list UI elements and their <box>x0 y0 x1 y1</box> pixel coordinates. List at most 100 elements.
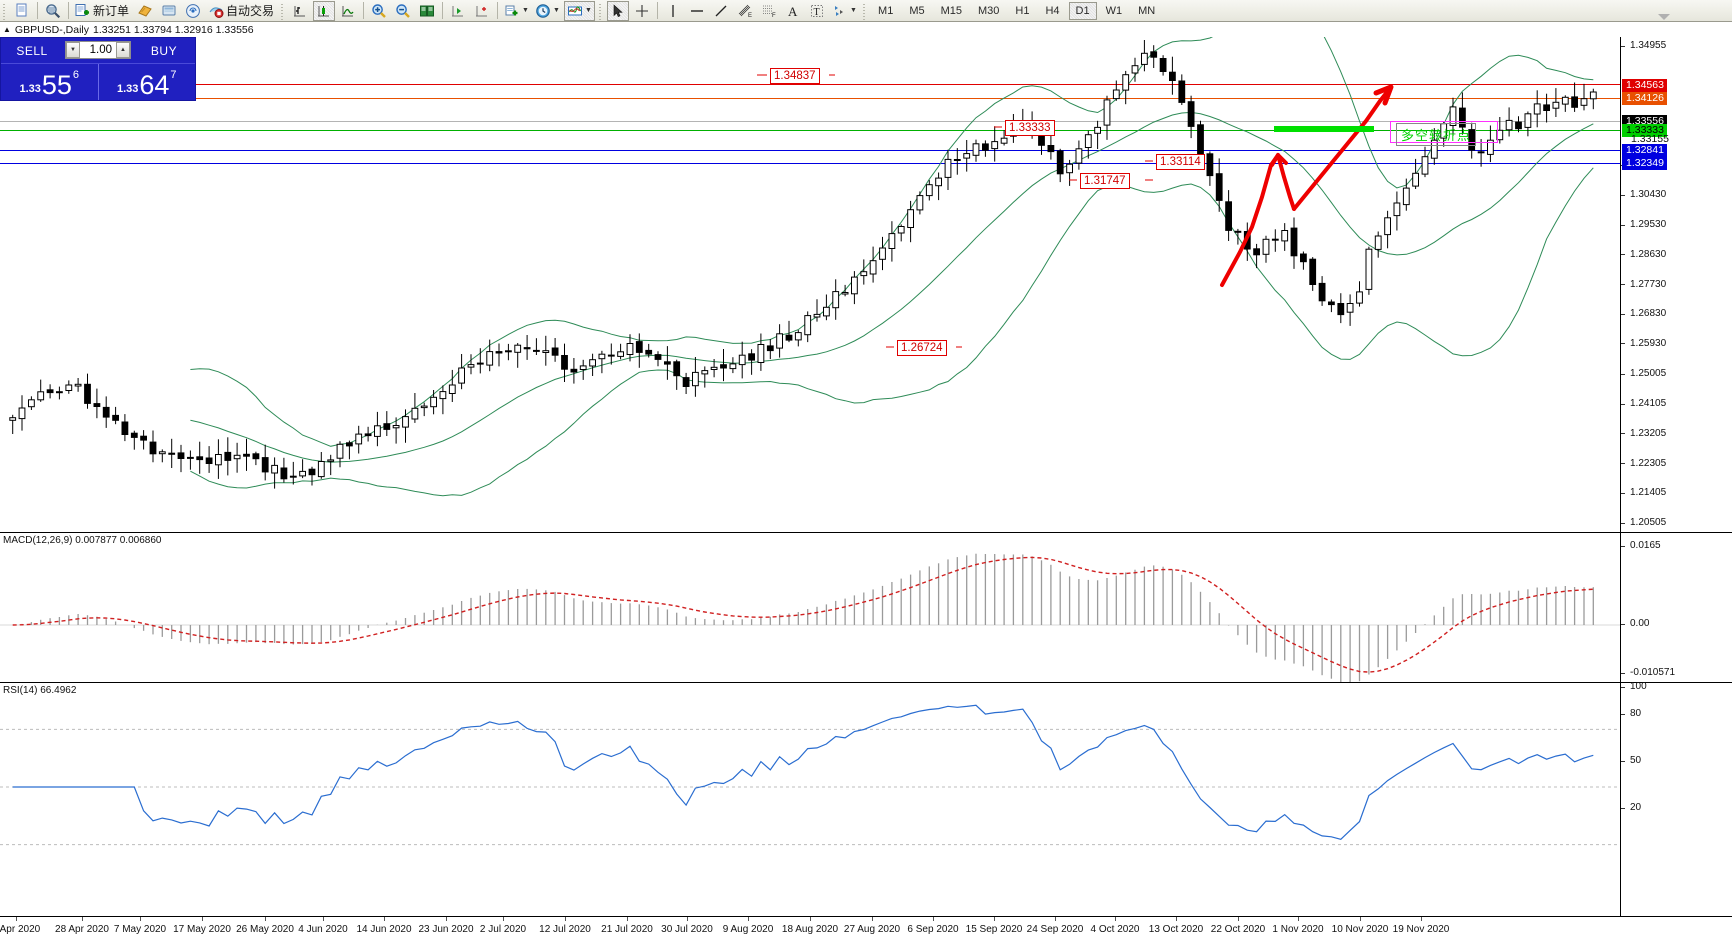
rsi-axis-tick: 20 <box>1621 802 1641 813</box>
candlestick-chart-icon[interactable] <box>313 0 336 21</box>
toolbar-grip[interactable] <box>861 1 869 20</box>
horizontal-line-icon[interactable] <box>686 1 708 21</box>
sell-button[interactable]: SELL <box>16 43 48 58</box>
trendline-icon[interactable] <box>710 1 732 21</box>
date-axis-label: 30 Jul 2020 <box>661 924 713 935</box>
volume-decrease-button[interactable]: ▼ <box>66 42 80 58</box>
price-axis-marker[interactable]: 1.32349 <box>1622 157 1667 170</box>
zoom-search-icon[interactable] <box>42 1 64 21</box>
level-line-132841 <box>0 150 1620 151</box>
price-annotation[interactable]: 1.26724 <box>897 340 947 356</box>
macd-axis[interactable]: 0.0165 0.00 -0.010571 <box>1620 533 1732 682</box>
price-annotation[interactable]: 1.33114 <box>1156 154 1205 170</box>
timeframe-h1[interactable]: H1 <box>1015 4 1030 17</box>
zoom-out-icon[interactable] <box>392 1 414 21</box>
price-axis-marker[interactable]: 1.34563 <box>1622 79 1667 92</box>
macd-pane[interactable]: MACD(12,26,9) 0.007877 0.006860 0.0165 0.… <box>0 532 1732 683</box>
timeframe-h4[interactable]: H4 <box>1045 4 1060 17</box>
price-axis-marker[interactable]: 1.33333 <box>1622 124 1667 137</box>
period-clock-icon[interactable]: ▼ <box>533 1 562 21</box>
chevron-down-icon[interactable]: ▼ <box>553 7 560 14</box>
one-click-trading-panel[interactable]: SELL ▼ 1.00 ▲ BUY 1.33 55 6 1.33 64 7 <box>0 37 196 101</box>
shapes-icon[interactable]: ▼ <box>830 1 859 21</box>
chart-window-icon[interactable] <box>416 1 438 21</box>
timeframe-d1[interactable]: D1 <box>1068 1 1097 20</box>
buy-button[interactable]: BUY <box>150 43 178 58</box>
macd-chart-canvas[interactable] <box>0 533 1620 683</box>
equidistant-channel-icon[interactable]: E <box>734 1 756 21</box>
buy-price-display[interactable]: 1.33 64 7 <box>97 64 196 100</box>
price-axis-tick: 1.30430 <box>1621 189 1666 200</box>
volume-input[interactable]: 1.00 <box>89 44 112 56</box>
text-label-icon[interactable]: A <box>782 1 804 21</box>
date-axis-label: 15 Sep 2020 <box>965 924 1023 935</box>
main-toolbar: 新订单 <box>0 0 1732 22</box>
signals-icon[interactable] <box>182 1 204 21</box>
macd-label: MACD(12,26,9) 0.007877 0.006860 <box>3 535 162 546</box>
new-order-label: 新订单 <box>93 4 130 18</box>
date-axis-label: 26 May 2020 <box>236 924 294 935</box>
date-tick-mark <box>810 917 811 921</box>
rsi-pane[interactable]: RSI(14) 66.4962 100 80 50 20 <box>0 681 1732 917</box>
chevron-down-icon[interactable]: ▼ <box>522 7 529 14</box>
date-axis-label: 27 Aug 2020 <box>843 924 901 935</box>
date-tick-mark <box>994 917 995 921</box>
timeframe-mn[interactable]: MN <box>1138 4 1156 17</box>
price-axis-marker[interactable]: 1.33155 <box>1631 133 1669 145</box>
crosshair-icon[interactable] <box>631 1 653 21</box>
rsi-axis[interactable]: 100 80 50 20 <box>1620 681 1732 916</box>
timeframe-w1[interactable]: W1 <box>1105 4 1123 17</box>
price-chart-canvas[interactable] <box>0 37 1620 532</box>
timeframe-m1[interactable]: M1 <box>878 4 894 17</box>
templates-icon[interactable]: ▼ <box>564 0 596 21</box>
date-axis-label: 9 Apr 2020 <box>0 924 41 935</box>
chevron-down-icon[interactable]: ▼ <box>585 7 592 14</box>
date-axis[interactable]: 9 Apr 2020 28 Apr 2020 7 May 2020 17 May 20… <box>0 916 1732 942</box>
metaeditor-icon[interactable] <box>134 1 156 21</box>
toolbar-grip[interactable] <box>279 1 287 20</box>
volume-increase-button[interactable]: ▲ <box>116 42 130 58</box>
timeframe-m30[interactable]: M30 <box>978 4 1000 17</box>
terminal-icon[interactable] <box>158 1 180 21</box>
new-chart-icon[interactable] <box>11 1 33 21</box>
scroll-caret-icon[interactable] <box>1658 14 1670 20</box>
date-tick-mark <box>265 917 266 921</box>
add-indicator-icon[interactable]: ▼ <box>502 1 531 21</box>
price-axis[interactable]: 1.349551.313301.304301.295301.286301.277… <box>1620 37 1732 532</box>
price-axis-tick: 1.25005 <box>1621 368 1666 379</box>
auto-scroll-icon[interactable] <box>447 1 469 21</box>
date-tick-mark <box>446 917 447 921</box>
price-axis-marker[interactable]: 1.34126 <box>1622 92 1667 105</box>
bar-chart-icon[interactable] <box>289 1 311 21</box>
rsi-chart-canvas[interactable] <box>0 683 1620 917</box>
chinese-note-turning-point[interactable]: 多空转折点 <box>1396 123 1477 146</box>
timeframe-m15[interactable]: M15 <box>940 4 962 17</box>
new-order-button[interactable]: 新订单 <box>73 1 132 21</box>
price-annotation[interactable]: 1.33333 <box>1005 120 1055 136</box>
cursor-arrow-icon[interactable] <box>607 0 630 21</box>
timeframe-m5[interactable]: M5 <box>909 4 925 17</box>
price-pane[interactable]: 1.34837 1.33333 1.33114 1.31747 1.26724 … <box>0 37 1732 532</box>
chart-shift-icon[interactable] <box>471 1 493 21</box>
price-annotation[interactable]: 1.31747 <box>1080 173 1130 189</box>
date-tick-mark <box>872 917 873 921</box>
price-annotation[interactable]: 1.34837 <box>770 68 820 84</box>
toolbar-grip[interactable] <box>1 1 8 20</box>
toolbar-grip[interactable] <box>597 1 605 20</box>
macd-axis-tick: -0.010571 <box>1621 667 1675 678</box>
fibonacci-retracement-icon[interactable]: F <box>758 1 780 21</box>
autotrading-button[interactable]: 自动交易 <box>206 1 277 21</box>
date-axis-label: 18 Aug 2020 <box>781 924 839 935</box>
text-box-icon[interactable]: T <box>806 1 828 21</box>
zoom-in-icon[interactable] <box>368 1 390 21</box>
vertical-line-icon[interactable] <box>662 1 684 21</box>
chevron-down-icon[interactable]: ▼ <box>850 7 857 14</box>
price-axis-marker[interactable]: 1.32841 <box>1622 144 1667 157</box>
volume-stepper[interactable]: ▼ 1.00 ▲ <box>65 41 131 59</box>
date-tick-mark <box>1238 917 1239 921</box>
line-chart-icon[interactable] <box>337 1 359 21</box>
price-axis-tick: 1.29530 <box>1621 219 1666 230</box>
date-axis-label: 23 Jun 2020 <box>418 924 474 935</box>
sell-price-display[interactable]: 1.33 55 6 <box>1 64 98 100</box>
